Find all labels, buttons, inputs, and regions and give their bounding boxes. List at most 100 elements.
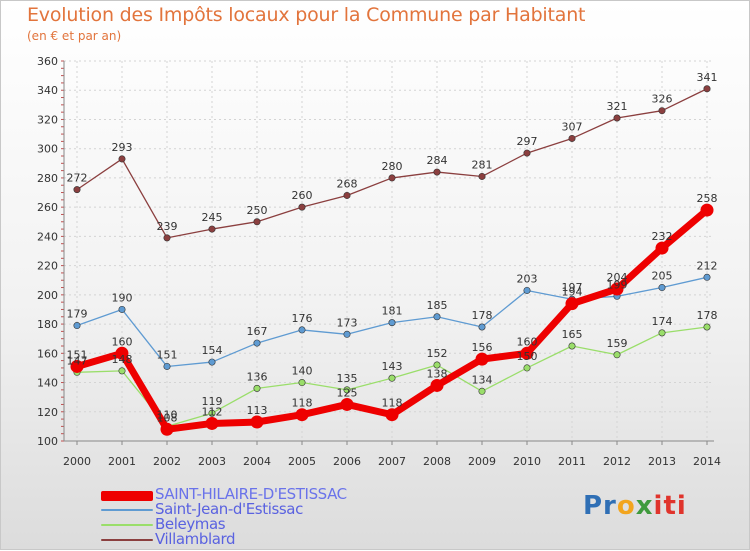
data-label-0: 118: [292, 397, 313, 410]
series-point-3: [433, 168, 441, 176]
x-tick-label-2007: 2007: [378, 455, 406, 468]
series-point-2: [523, 364, 531, 372]
series-point-0: [430, 378, 444, 392]
series-point-0: [610, 282, 624, 296]
series-point-3: [388, 174, 396, 182]
data-label-1: 203: [517, 272, 538, 285]
series-point-0: [385, 408, 399, 422]
x-tick-label-2006: 2006: [333, 455, 361, 468]
series-point-2: [118, 367, 126, 375]
data-label-0: 151: [67, 348, 88, 361]
data-label-2: 119: [202, 395, 223, 408]
data-label-0: 108: [157, 411, 178, 424]
series-point-1: [73, 322, 81, 330]
y-tick-label-100: 100: [37, 435, 58, 448]
y-tick-label-360: 360: [37, 55, 58, 68]
data-label-2: 135: [337, 372, 358, 385]
series-point-1: [658, 284, 666, 292]
y-tick-label-140: 140: [37, 377, 58, 390]
series-point-2: [478, 387, 486, 395]
x-tick-label-2002: 2002: [153, 455, 181, 468]
data-label-0: 113: [247, 404, 268, 417]
x-tick-label-2009: 2009: [468, 455, 496, 468]
data-label-3: 268: [337, 177, 358, 190]
data-label-0: 156: [472, 341, 493, 354]
series-point-0: [340, 397, 354, 411]
data-label-1: 167: [247, 325, 268, 338]
x-tick-label-2000: 2000: [63, 455, 91, 468]
data-label-2: 136: [247, 370, 268, 383]
series-point-3: [118, 155, 126, 163]
series-point-1: [253, 339, 261, 347]
series-point-3: [343, 191, 351, 199]
y-tick-label-200: 200: [37, 289, 58, 302]
series-point-3: [253, 218, 261, 226]
data-label-2: 143: [382, 360, 403, 373]
legend-swatch: [101, 539, 153, 541]
data-label-3: 284: [427, 154, 448, 167]
series-point-1: [478, 323, 486, 331]
x-tick-label-2010: 2010: [513, 455, 541, 468]
data-label-3: 307: [562, 120, 583, 133]
series-point-2: [208, 409, 216, 417]
series-point-2: [703, 323, 711, 331]
x-tick-label-2012: 2012: [603, 455, 631, 468]
data-label-2: 159: [607, 337, 628, 350]
data-label-1: 154: [202, 344, 223, 357]
x-tick-label-2011: 2011: [558, 455, 586, 468]
y-tick-label-320: 320: [37, 113, 58, 126]
series-point-0: [250, 415, 264, 429]
x-tick-label-2004: 2004: [243, 455, 271, 468]
data-label-0: 258: [697, 192, 718, 205]
data-label-1: 185: [427, 299, 448, 312]
series-point-2: [343, 386, 351, 394]
data-label-3: 297: [517, 135, 538, 148]
series-point-2: [298, 379, 306, 387]
series-point-3: [163, 234, 171, 242]
series-point-0: [160, 422, 174, 436]
data-label-2: 150: [517, 350, 538, 363]
series-point-1: [388, 319, 396, 327]
data-label-3: 245: [202, 211, 223, 224]
data-label-0: 232: [652, 230, 673, 243]
series-point-0: [475, 352, 489, 366]
data-label-2: 140: [292, 365, 313, 378]
y-tick-label-240: 240: [37, 230, 58, 243]
data-label-1: 178: [472, 309, 493, 322]
series-point-3: [523, 149, 531, 157]
series-point-2: [433, 361, 441, 369]
series-point-0: [295, 408, 309, 422]
data-label-2: 147: [67, 354, 88, 367]
data-label-3: 260: [292, 189, 313, 202]
data-label-1: 176: [292, 312, 313, 325]
series-point-0: [565, 297, 579, 311]
chart-title: Evolution des Impôts locaux pour la Comm…: [27, 4, 586, 26]
series-point-3: [73, 186, 81, 194]
y-tick-label-220: 220: [37, 260, 58, 273]
series-3: [73, 85, 711, 242]
data-label-3: 272: [67, 172, 88, 185]
series-point-0: [520, 346, 534, 360]
data-label-0: 138: [427, 367, 448, 380]
series-point-2: [613, 351, 621, 359]
data-label-1: 151: [157, 348, 178, 361]
series-point-3: [208, 225, 216, 233]
data-label-3: 326: [652, 93, 673, 106]
series-point-1: [703, 273, 711, 281]
series-point-1: [118, 305, 126, 313]
data-label-1: 173: [337, 316, 358, 329]
y-tick-label-180: 180: [37, 318, 58, 331]
series-0: [70, 203, 714, 436]
legend-swatch: [101, 524, 153, 526]
y-tick-label-340: 340: [37, 84, 58, 97]
y-tick-label-120: 120: [37, 406, 58, 419]
data-label-3: 293: [112, 141, 133, 154]
series-point-3: [568, 134, 576, 142]
y-tick-label-300: 300: [37, 143, 58, 156]
series-point-3: [478, 172, 486, 180]
logo-part-1: Pr: [583, 491, 617, 521]
data-label-2: 134: [472, 373, 493, 386]
data-label-0: 194: [562, 286, 583, 299]
data-label-2: 174: [652, 315, 673, 328]
